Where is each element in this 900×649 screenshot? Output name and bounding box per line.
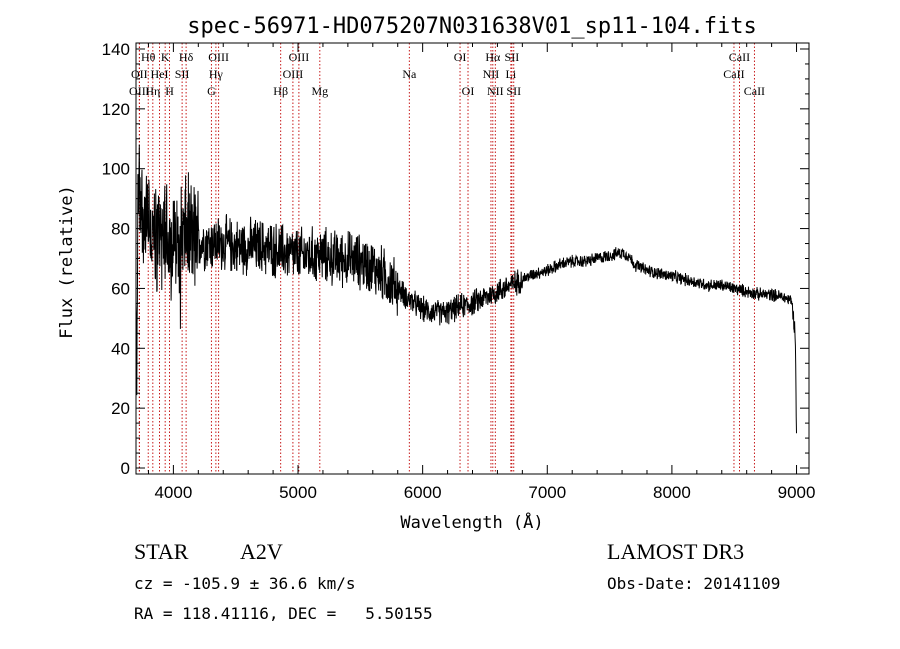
spectral-line-label: OI — [454, 50, 467, 64]
x-tick-label: 8000 — [653, 483, 691, 502]
y-tick-label: 0 — [121, 459, 130, 478]
spectral-line-label: K — [161, 50, 170, 64]
spectral-line-label: OIII — [208, 50, 229, 64]
spectral-line-label: HeI — [151, 67, 169, 81]
spectral-line-label: Na — [402, 67, 417, 81]
y-tick-label: 20 — [111, 399, 130, 418]
spectral-line-label: OII — [131, 67, 148, 81]
x-tick-label: 4000 — [154, 483, 192, 502]
spectral-line-label: CaII — [729, 50, 750, 64]
spectral-line-label: SII — [506, 84, 521, 98]
spectral-line-label: Hα — [485, 50, 501, 64]
observation-date: Obs-Date: 20141109 — [607, 574, 781, 593]
spectral-line-label: Hβ — [273, 84, 288, 98]
spectrum-series-line — [135, 144, 797, 434]
spectral-line-label: SII — [175, 67, 190, 81]
spectral-line-labels: Hθ OII OIII K H Hη HeI SII Hδ OIII Hγ G Hβ OIII OIII Mg… — [129, 50, 765, 98]
spectral-line-label: G — [207, 84, 216, 98]
spectral-line-label: CaII — [723, 67, 744, 81]
axis-ticks: 4000 5000 6000 7000 8000 9000 0 20 40 60 80 100 120 1… — [102, 40, 816, 502]
x-tick-label: 9000 — [778, 483, 816, 502]
coordinates: RA = 118.41116, DEC = 5.50155 — [134, 604, 433, 623]
spectral-line-label: OIII — [283, 67, 304, 81]
spectral-line-label: Hγ — [209, 67, 224, 81]
spectral-line-label: OI — [462, 84, 475, 98]
chart-title: spec-56971-HD075207N031638V01_sp11-104.f… — [187, 14, 757, 39]
spectral-line-label: Li — [506, 67, 517, 81]
spectral-line-label: CaII — [744, 84, 765, 98]
y-axis-label: Flux (relative) — [57, 185, 77, 339]
spectral-line-label: NII — [487, 84, 504, 98]
x-tick-label: 5000 — [279, 483, 317, 502]
y-tick-label: 40 — [111, 339, 130, 358]
object-subclass: A2V — [240, 539, 283, 564]
spectral-line-label: NII — [483, 67, 500, 81]
y-tick-label: 60 — [111, 279, 130, 298]
spectral-line-label: Hη — [145, 84, 160, 98]
x-axis-label: Wavelength (Å) — [400, 511, 543, 533]
object-type: STAR — [134, 539, 189, 564]
spectral-line-label: Hθ — [141, 50, 156, 64]
spectral-line-label: Hδ — [179, 50, 194, 64]
y-tick-label: 80 — [111, 220, 130, 239]
survey-name: LAMOST DR3 — [607, 539, 745, 564]
y-tick-label: 140 — [102, 40, 130, 59]
y-tick-label: 120 — [102, 100, 130, 119]
spectral-line-label: OIII — [289, 50, 310, 64]
redshift-velocity: cz = -105.9 ± 36.6 km/s — [134, 574, 356, 593]
x-tick-label: 6000 — [404, 483, 442, 502]
y-tick-label: 100 — [102, 160, 130, 179]
spectral-line-label: Mg — [311, 84, 328, 98]
x-tick-label: 7000 — [528, 483, 566, 502]
spectral-line-label: SII — [505, 50, 520, 64]
spectral-line-label: OIII — [129, 84, 150, 98]
spectral-line-label: H — [165, 84, 174, 98]
